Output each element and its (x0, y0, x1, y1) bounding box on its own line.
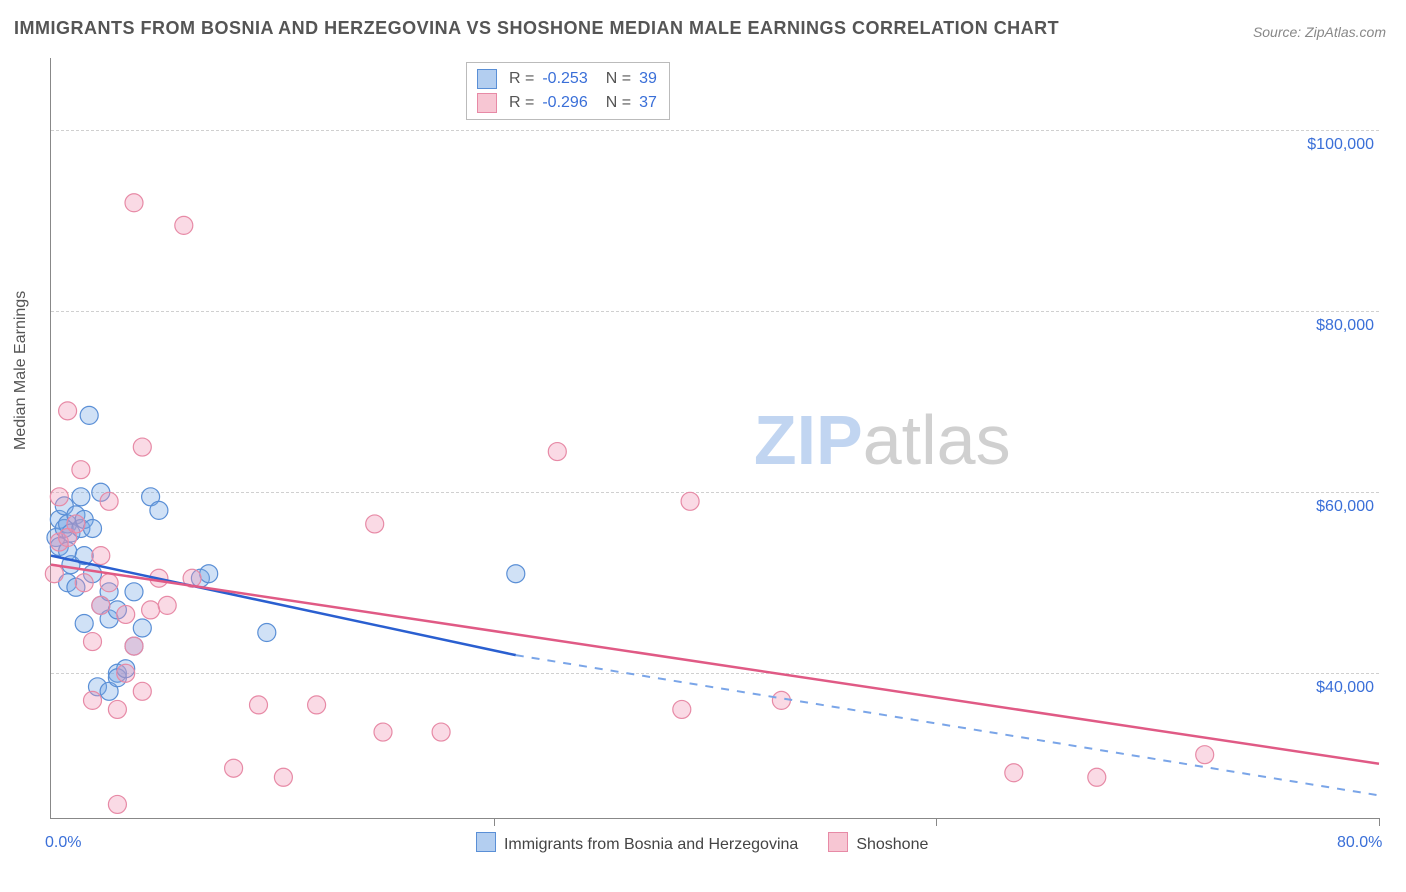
series-legend: Immigrants from Bosnia and Herzegovina Sh… (476, 832, 928, 854)
chart-title: IMMIGRANTS FROM BOSNIA AND HERZEGOVINA V… (14, 18, 1059, 39)
data-point (45, 565, 63, 583)
series-legend-label: Shoshone (856, 836, 928, 853)
trend-line-extrapolated (516, 655, 1379, 795)
data-point (308, 696, 326, 714)
correlation-legend: R = -0.253 N = 39 R = -0.296 N = 37 (466, 62, 670, 120)
data-point (366, 515, 384, 533)
data-point (125, 583, 143, 601)
data-point (100, 492, 118, 510)
data-point (67, 515, 85, 533)
data-point (200, 565, 218, 583)
data-point (84, 519, 102, 537)
legend-swatch (477, 69, 497, 89)
data-point (75, 614, 93, 632)
correlation-legend-row: R = -0.296 N = 37 (477, 91, 659, 115)
data-point (59, 402, 77, 420)
trend-line (51, 565, 1379, 764)
data-point (100, 574, 118, 592)
data-point (75, 574, 93, 592)
n-value: 39 (639, 70, 657, 88)
data-point (1088, 768, 1106, 786)
r-label: R = (509, 70, 534, 88)
n-label: N = (606, 70, 631, 88)
x-tick (1379, 818, 1380, 826)
data-point (72, 461, 90, 479)
correlation-legend-row: R = -0.253 N = 39 (477, 67, 659, 91)
x-tick (936, 818, 937, 826)
data-point (175, 216, 193, 234)
data-point (250, 696, 268, 714)
data-point (133, 619, 151, 637)
data-point (225, 759, 243, 777)
data-point (133, 438, 151, 456)
data-point (507, 565, 525, 583)
x-tick-label-right: 80.0% (1337, 834, 1382, 852)
data-point (50, 488, 68, 506)
data-point (72, 488, 90, 506)
data-point (1005, 764, 1023, 782)
source-attribution: Source: ZipAtlas.com (1253, 24, 1386, 40)
data-point (258, 624, 276, 642)
series-legend-item: Immigrants from Bosnia and Herzegovina (476, 832, 798, 854)
data-point (92, 547, 110, 565)
data-point (772, 691, 790, 709)
data-point (92, 596, 110, 614)
y-axis-label: Median Male Earnings (12, 291, 30, 450)
data-point (1196, 746, 1214, 764)
data-point (108, 700, 126, 718)
source-value: ZipAtlas.com (1305, 24, 1386, 40)
data-point (158, 596, 176, 614)
data-point (133, 682, 151, 700)
n-label: N = (606, 94, 631, 112)
data-point (150, 501, 168, 519)
data-point (681, 492, 699, 510)
data-point (274, 768, 292, 786)
data-point (117, 664, 135, 682)
data-point (374, 723, 392, 741)
r-label: R = (509, 94, 534, 112)
data-point (673, 700, 691, 718)
r-value: -0.296 (542, 94, 587, 112)
chart-svg (51, 58, 1379, 818)
r-value: -0.253 (542, 70, 587, 88)
data-point (84, 691, 102, 709)
x-tick (494, 818, 495, 826)
source-label: Source: (1253, 24, 1301, 40)
data-point (548, 443, 566, 461)
legend-swatch (476, 832, 496, 852)
series-legend-item: Shoshone (828, 832, 928, 854)
data-point (142, 601, 160, 619)
data-point (80, 406, 98, 424)
x-tick-label-left: 0.0% (45, 834, 81, 852)
plot-area: $40,000$60,000$80,000$100,0000.0%80.0%R … (50, 58, 1379, 819)
legend-swatch (477, 93, 497, 113)
data-point (84, 633, 102, 651)
data-point (125, 194, 143, 212)
series-legend-label: Immigrants from Bosnia and Herzegovina (504, 836, 798, 853)
data-point (432, 723, 450, 741)
n-value: 37 (639, 94, 657, 112)
legend-swatch (828, 832, 848, 852)
data-point (117, 605, 135, 623)
data-point (125, 637, 143, 655)
data-point (108, 795, 126, 813)
